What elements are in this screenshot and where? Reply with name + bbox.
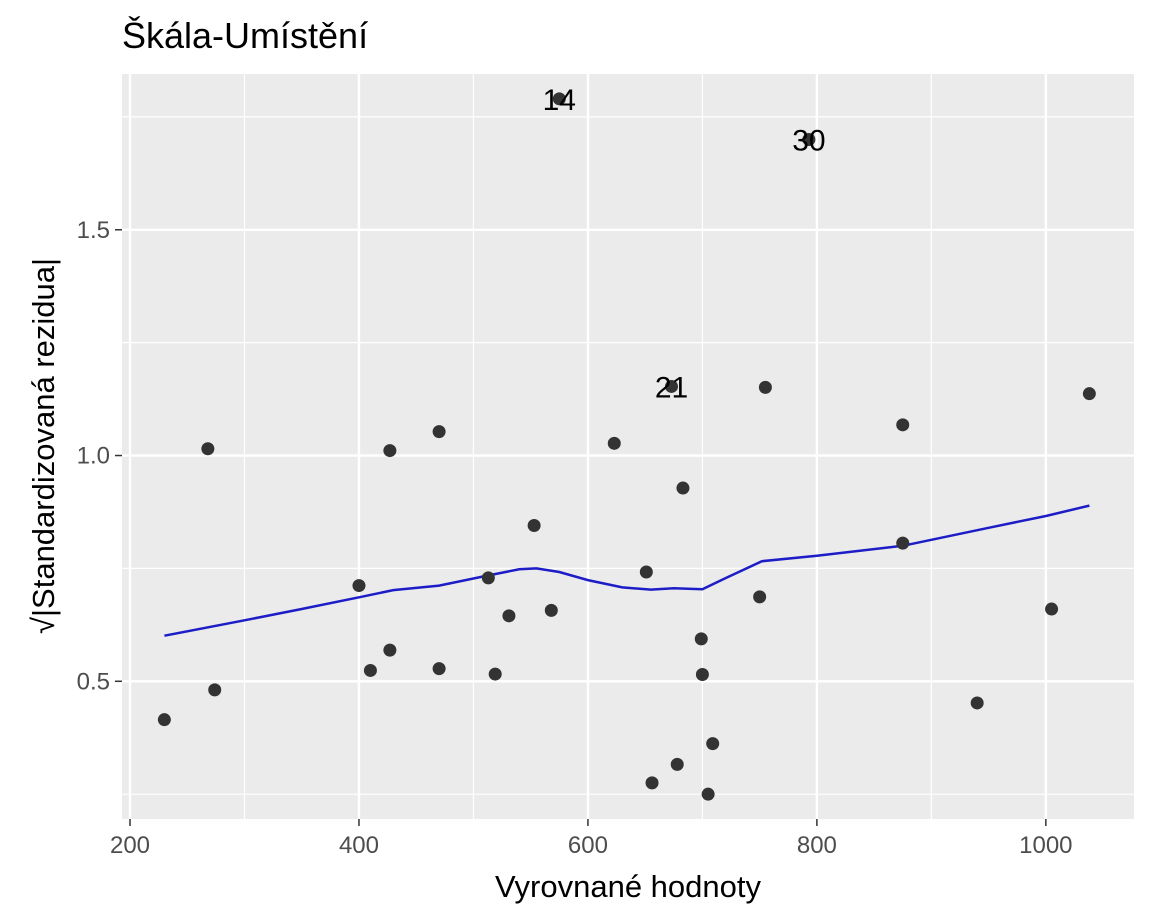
data-point bbox=[1045, 602, 1059, 616]
x-axis-ticks: 200 400 600 800 1000 bbox=[110, 819, 1073, 859]
data-point bbox=[201, 442, 215, 456]
data-point bbox=[701, 787, 715, 801]
outlier-label: 14 bbox=[543, 84, 576, 117]
x-tick-label: 800 bbox=[797, 832, 837, 859]
data-point bbox=[639, 565, 653, 579]
data-point bbox=[695, 668, 709, 682]
data-point bbox=[665, 379, 679, 393]
data-point bbox=[802, 132, 816, 146]
data-point bbox=[502, 609, 516, 623]
minor-gridlines bbox=[122, 74, 1134, 819]
y-axis-ticks: 0.5 1.0 1.5 bbox=[77, 217, 122, 695]
y-axis-title: √|Standardizovaná rezidua| bbox=[26, 258, 61, 634]
data-point bbox=[383, 444, 397, 458]
x-tick-label: 1000 bbox=[1019, 832, 1072, 859]
data-point bbox=[758, 380, 772, 394]
data-point bbox=[527, 519, 541, 533]
data-point bbox=[896, 418, 910, 432]
data-point bbox=[432, 662, 446, 676]
smooth-trend-line bbox=[164, 504, 1090, 637]
x-axis-title: Vyrovnané hodnoty bbox=[495, 869, 761, 904]
data-point bbox=[645, 776, 659, 790]
data-point bbox=[670, 757, 684, 771]
x-tick-label: 600 bbox=[568, 832, 608, 859]
chart-title: Škála-Umístění bbox=[122, 15, 368, 56]
data-point bbox=[753, 590, 767, 604]
outlier-label: 30 bbox=[792, 124, 825, 157]
x-tick-label: 200 bbox=[110, 832, 150, 859]
y-tick-label: 1.0 bbox=[77, 443, 110, 470]
data-point bbox=[544, 603, 558, 617]
y-tick-label: 1.5 bbox=[77, 217, 110, 244]
data-point bbox=[1082, 387, 1096, 401]
data-point bbox=[383, 643, 397, 657]
data-point bbox=[481, 571, 495, 585]
data-point bbox=[694, 632, 708, 646]
data-point bbox=[607, 436, 621, 450]
data-point bbox=[432, 425, 446, 439]
outlier-label: 21 bbox=[655, 371, 688, 404]
data-point bbox=[552, 92, 566, 106]
data-point bbox=[896, 536, 910, 550]
data-points bbox=[157, 92, 1096, 801]
outlier-labels: 14 30 21 bbox=[543, 84, 826, 405]
data-point bbox=[676, 481, 690, 495]
data-point bbox=[352, 579, 366, 593]
data-point bbox=[157, 713, 171, 727]
data-point bbox=[706, 737, 720, 751]
data-point bbox=[208, 683, 222, 697]
data-point bbox=[488, 667, 502, 681]
x-tick-label: 400 bbox=[339, 832, 379, 859]
y-tick-label: 0.5 bbox=[77, 668, 110, 695]
data-point bbox=[363, 663, 377, 677]
plot-panel bbox=[122, 74, 1134, 819]
major-gridlines bbox=[122, 74, 1134, 819]
data-point bbox=[970, 696, 984, 710]
